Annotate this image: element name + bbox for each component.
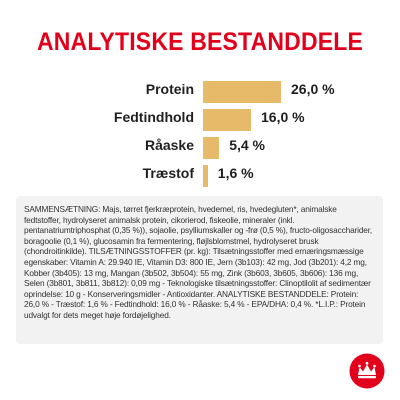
value-bar bbox=[203, 165, 208, 187]
category-label: Protein bbox=[145, 81, 194, 97]
chart-row: Fedtindhold 16,0 % bbox=[0, 106, 400, 132]
value-label: 26,0 % bbox=[291, 81, 335, 97]
crown-icon bbox=[349, 353, 385, 389]
chart-row: Træstof 1,6 % bbox=[0, 162, 400, 188]
category-label: Fedtindhold bbox=[113, 109, 194, 125]
chart-row: Protein 26,0 % bbox=[0, 78, 400, 104]
category-label: Råaske bbox=[144, 137, 194, 153]
value-bar bbox=[203, 81, 281, 103]
composition-panel: SAMMENSÆTNING: Majs, tørret fjerkræprote… bbox=[16, 196, 383, 344]
category-label: Træstof bbox=[142, 165, 194, 181]
page-title: ANALYTISKE BESTANDDELE bbox=[36, 28, 364, 56]
nutrient-bar-chart: Protein 26,0 % Fedtindhold 16,0 % Råaske 5,4 … bbox=[0, 78, 400, 193]
royal-canin-logo bbox=[347, 352, 387, 390]
composition-text: SAMMENSÆTNING: Majs, tørret fjerkræprote… bbox=[24, 204, 373, 320]
value-label: 16,0 % bbox=[261, 109, 305, 125]
value-bar bbox=[203, 109, 251, 131]
value-bar bbox=[203, 137, 220, 159]
value-label: 5,4 % bbox=[229, 137, 265, 153]
value-label: 1,6 % bbox=[217, 165, 254, 181]
chart-row: Råaske 5,4 % bbox=[0, 134, 400, 160]
